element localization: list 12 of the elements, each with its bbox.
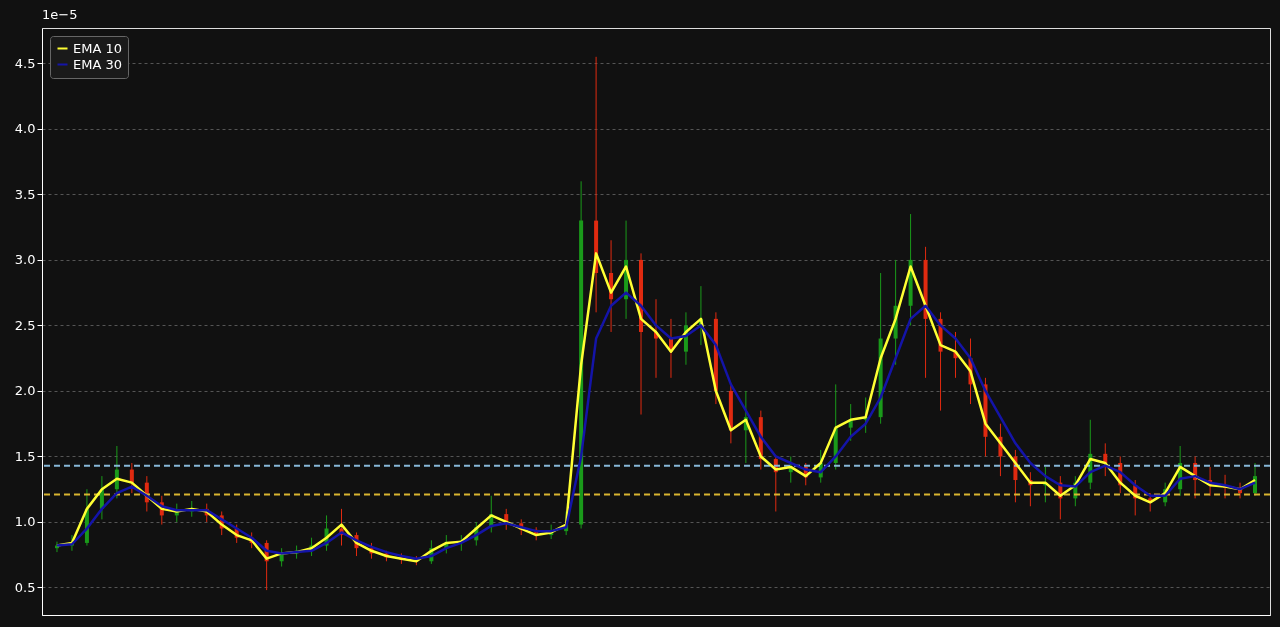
legend-label: EMA 10: [73, 40, 122, 56]
y-tick-label: 1.0: [14, 514, 36, 530]
y-tick-label: 3.0: [14, 252, 36, 268]
y-tick-label: 4.0: [14, 121, 36, 137]
y-tick-label: 2.0: [14, 383, 36, 399]
y-tick-label: 1.5: [14, 448, 36, 464]
legend-label: EMA 30: [73, 56, 122, 72]
y-tick-label: 4.5: [14, 55, 36, 71]
y-tick-label: 2.5: [14, 317, 36, 333]
text: 1e−5: [42, 7, 78, 22]
y-tick-label: 0.5: [14, 579, 36, 595]
y-tick-label: 3.5: [14, 186, 36, 202]
